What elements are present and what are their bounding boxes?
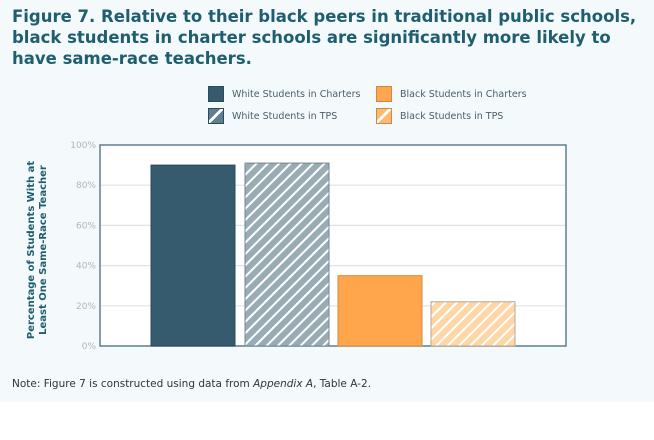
legend-item-white-charters: White Students in Charters	[208, 86, 361, 102]
bar-white-students-in-tps	[244, 162, 330, 347]
bar-chart: 0% 20% 40% 60% 80% 100%	[70, 141, 567, 352]
figure-note: Note: Figure 7 is constructed using data…	[12, 378, 371, 390]
legend-swatch	[208, 86, 224, 102]
plot-border	[99, 144, 567, 347]
bar-black-students-in-tps	[430, 301, 516, 347]
legend-item-black-charters: Black Students in Charters	[376, 86, 527, 102]
legend-swatch	[376, 108, 392, 124]
legend-label: Black Students in TPS	[400, 110, 504, 122]
bar-black-students-in-charters	[337, 275, 423, 347]
figure-title: Figure 7. Relative to their black peers …	[12, 7, 637, 68]
y-tick-label: 0%	[82, 342, 97, 352]
bar-white-students-in-charters	[150, 164, 236, 347]
y-tick-label: 80%	[76, 181, 96, 191]
note-text: Note: Figure 7 is constructed using data…	[12, 378, 254, 390]
legend-label: White Students in Charters	[232, 88, 361, 100]
legend-swatch	[208, 108, 224, 124]
y-tick-label: 100%	[70, 141, 96, 151]
legend-label: Black Students in Charters	[400, 88, 527, 100]
legend-item-white-tps: White Students in TPS	[208, 108, 337, 124]
note-text-suffix: , Table A-2.	[313, 378, 371, 390]
legend-item-black-tps: Black Students in TPS	[376, 108, 503, 124]
note-source-link: Appendix A	[253, 378, 314, 390]
legend-swatch	[376, 86, 392, 102]
y-tick-label: 60%	[76, 221, 96, 231]
y-tick-label: 20%	[76, 302, 96, 312]
y-tick-label: 40%	[76, 262, 96, 272]
legend-label: White Students in TPS	[232, 110, 338, 122]
